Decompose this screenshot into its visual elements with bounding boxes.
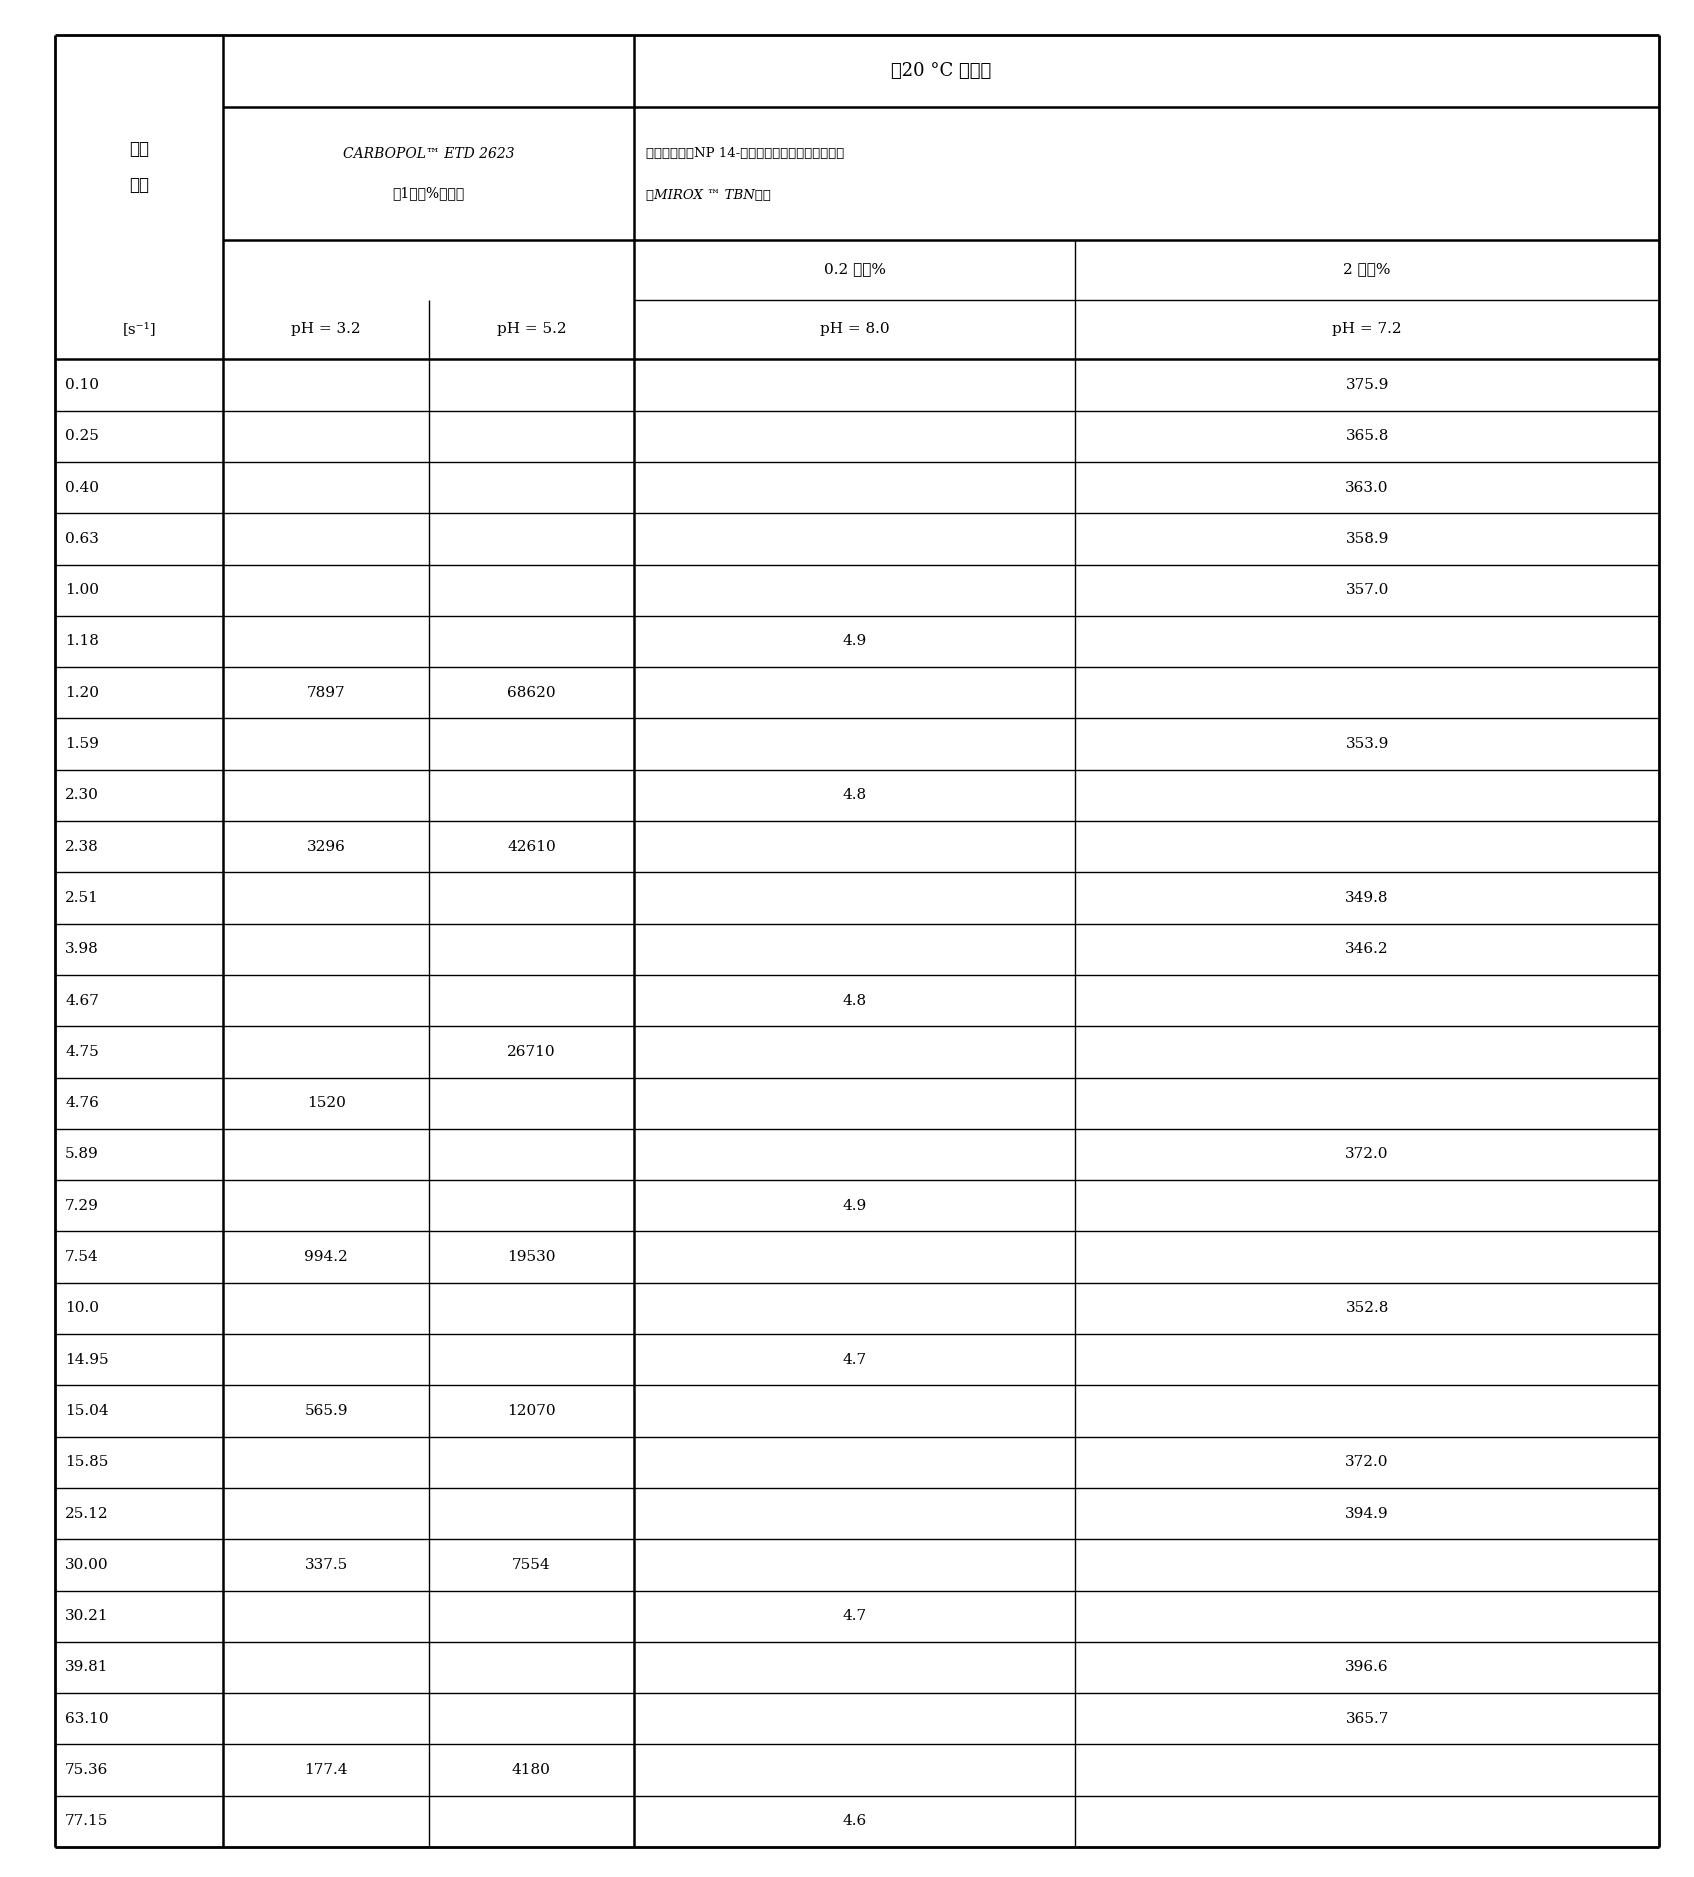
Text: 25.12: 25.12 xyxy=(64,1507,108,1520)
Text: 在20 °C 的粘度: 在20 °C 的粘度 xyxy=(891,62,991,81)
Text: CARBOPOL™ ETD 2623: CARBOPOL™ ETD 2623 xyxy=(342,146,515,161)
Text: 的1重量%水溶液: 的1重量%水溶液 xyxy=(393,186,464,201)
Text: 30.00: 30.00 xyxy=(64,1558,108,1571)
Text: 68620: 68620 xyxy=(507,685,556,700)
Text: 346.2: 346.2 xyxy=(1345,942,1389,955)
Text: 0.2 重量%: 0.2 重量% xyxy=(823,263,886,276)
Text: pH = 8.0: pH = 8.0 xyxy=(820,323,889,336)
Text: pH = 7.2: pH = 7.2 xyxy=(1331,323,1403,336)
Text: 349.8: 349.8 xyxy=(1345,892,1389,905)
Text: 30.21: 30.21 xyxy=(64,1609,108,1624)
Text: 5.89: 5.89 xyxy=(64,1147,98,1162)
Text: 363.0: 363.0 xyxy=(1345,481,1389,496)
Text: 2.30: 2.30 xyxy=(64,788,98,801)
Text: 4.7: 4.7 xyxy=(842,1609,867,1624)
Text: 7897: 7897 xyxy=(307,685,346,700)
Text: 用MIROX ™ TBN表示: 用MIROX ™ TBN表示 xyxy=(645,190,771,203)
Text: 42610: 42610 xyxy=(507,839,556,854)
Text: 3296: 3296 xyxy=(307,839,346,854)
Text: 7554: 7554 xyxy=(512,1558,551,1571)
Text: 26710: 26710 xyxy=(507,1045,556,1059)
Text: 10.0: 10.0 xyxy=(64,1301,98,1316)
Text: 2.51: 2.51 xyxy=(64,892,98,905)
Text: 394.9: 394.9 xyxy=(1345,1507,1389,1520)
Text: 7.29: 7.29 xyxy=(64,1199,98,1213)
Text: 7.54: 7.54 xyxy=(64,1250,98,1263)
Text: 4.8: 4.8 xyxy=(842,993,867,1008)
Text: 4.9: 4.9 xyxy=(842,634,867,648)
Text: pH = 5.2: pH = 5.2 xyxy=(496,323,566,336)
Text: 0.63: 0.63 xyxy=(64,531,98,546)
Text: 3.98: 3.98 xyxy=(64,942,98,955)
Text: 15.85: 15.85 xyxy=(64,1455,108,1470)
Text: 2 重量%: 2 重量% xyxy=(1343,263,1391,276)
Text: 994.2: 994.2 xyxy=(305,1250,347,1263)
Text: 4.76: 4.76 xyxy=(64,1096,98,1109)
Text: 39.81: 39.81 xyxy=(64,1661,108,1674)
Text: 4.7: 4.7 xyxy=(842,1353,867,1366)
Text: 352.8: 352.8 xyxy=(1345,1301,1389,1316)
Text: 1.59: 1.59 xyxy=(64,738,98,751)
Text: 365.8: 365.8 xyxy=(1345,430,1389,443)
Text: 4.9: 4.9 xyxy=(842,1199,867,1213)
Text: 12070: 12070 xyxy=(507,1404,556,1417)
Text: 1520: 1520 xyxy=(307,1096,346,1109)
Text: 19530: 19530 xyxy=(507,1250,556,1263)
Text: 375.9: 375.9 xyxy=(1345,377,1389,392)
Text: 63.10: 63.10 xyxy=(64,1712,108,1725)
Text: 357.0: 357.0 xyxy=(1345,584,1389,597)
Text: 4.6: 4.6 xyxy=(842,1815,867,1828)
Text: 1.00: 1.00 xyxy=(64,584,98,597)
Text: 4180: 4180 xyxy=(512,1763,551,1778)
Text: 0.40: 0.40 xyxy=(64,481,98,496)
Text: 14.95: 14.95 xyxy=(64,1353,108,1366)
Text: 372.0: 372.0 xyxy=(1345,1455,1389,1470)
Text: 1.20: 1.20 xyxy=(64,685,98,700)
Text: 2.38: 2.38 xyxy=(64,839,98,854)
Text: 337.5: 337.5 xyxy=(305,1558,347,1571)
Text: 365.7: 365.7 xyxy=(1345,1712,1389,1725)
Text: 15.04: 15.04 xyxy=(64,1404,108,1417)
Text: 77.15: 77.15 xyxy=(64,1815,108,1828)
Text: 75.36: 75.36 xyxy=(64,1763,108,1778)
Text: 358.9: 358.9 xyxy=(1345,531,1389,546)
Text: 剪切: 剪切 xyxy=(129,141,149,158)
Text: 372.0: 372.0 xyxy=(1345,1147,1389,1162)
Text: 396.6: 396.6 xyxy=(1345,1661,1389,1674)
Text: [s⁻¹]: [s⁻¹] xyxy=(122,323,156,336)
Text: 速率: 速率 xyxy=(129,176,149,193)
Text: 4.75: 4.75 xyxy=(64,1045,98,1059)
Text: 4.8: 4.8 xyxy=(842,788,867,801)
Text: pH = 3.2: pH = 3.2 xyxy=(291,323,361,336)
Text: 1.18: 1.18 xyxy=(64,634,98,648)
Text: 177.4: 177.4 xyxy=(305,1763,347,1778)
Text: 0.25: 0.25 xyxy=(64,430,98,443)
Text: 565.9: 565.9 xyxy=(305,1404,347,1417)
Text: 0.10: 0.10 xyxy=(64,377,98,392)
Text: 4.67: 4.67 xyxy=(64,993,98,1008)
Text: 353.9: 353.9 xyxy=(1345,738,1389,751)
Text: 聚丙烯酸钓和NP 14-甲基丙烯酸酯共聚物的水溶液: 聚丙烯酸钓和NP 14-甲基丙烯酸酯共聚物的水溶液 xyxy=(645,146,844,160)
